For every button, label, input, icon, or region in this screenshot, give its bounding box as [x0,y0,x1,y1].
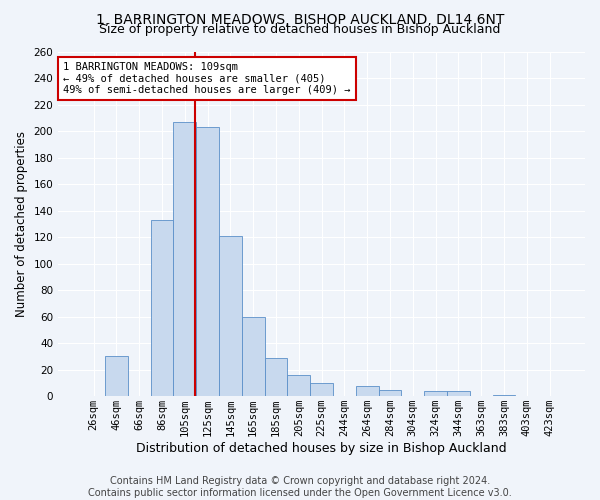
Bar [219,236,242,396]
Text: Contains HM Land Registry data © Crown copyright and database right 2024.
Contai: Contains HM Land Registry data © Crown c… [88,476,512,498]
Bar [447,391,470,396]
Bar [493,395,515,396]
X-axis label: Distribution of detached houses by size in Bishop Auckland: Distribution of detached houses by size … [136,442,507,455]
Text: 1 BARRINGTON MEADOWS: 109sqm
← 49% of detached houses are smaller (405)
49% of s: 1 BARRINGTON MEADOWS: 109sqm ← 49% of de… [64,62,351,95]
Bar [265,358,287,396]
Bar [196,127,219,396]
Text: Size of property relative to detached houses in Bishop Auckland: Size of property relative to detached ho… [100,22,500,36]
Bar [379,390,401,396]
Bar [242,316,265,396]
Bar [173,122,196,396]
Y-axis label: Number of detached properties: Number of detached properties [15,131,28,317]
Bar [310,383,333,396]
Bar [356,386,379,396]
Bar [105,356,128,396]
Bar [424,391,447,396]
Text: 1, BARRINGTON MEADOWS, BISHOP AUCKLAND, DL14 6NT: 1, BARRINGTON MEADOWS, BISHOP AUCKLAND, … [96,12,504,26]
Bar [151,220,173,396]
Bar [287,375,310,396]
